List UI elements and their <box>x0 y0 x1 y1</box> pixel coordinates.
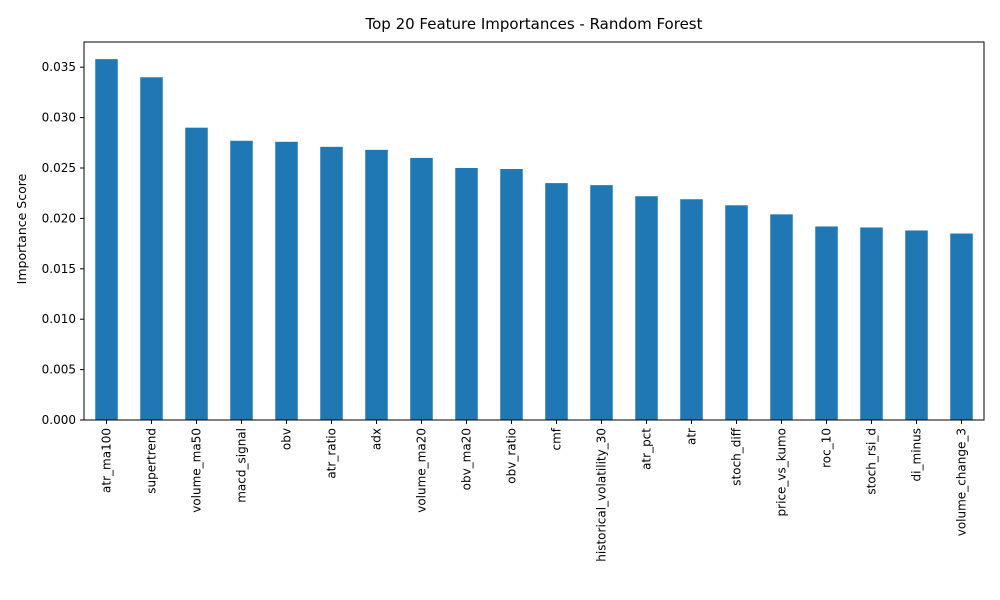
x-tick-label: obv <box>280 428 294 450</box>
x-tick-label: stoch_rsi_d <box>865 428 879 495</box>
bar-volume_ma20 <box>410 157 433 421</box>
bar-di_minus <box>905 230 928 420</box>
x-tick-label: obv_ratio <box>505 428 519 484</box>
y-tick-label: 0.010 <box>42 312 76 326</box>
chart-title: Top 20 Feature Importances - Random Fore… <box>364 15 702 33</box>
x-tick-label: atr_ma100 <box>100 428 114 493</box>
bar-roc_10 <box>815 226 838 420</box>
bar-supertrend <box>140 77 163 420</box>
y-tick-label: 0.020 <box>42 211 76 225</box>
x-tick-label: volume_ma50 <box>190 428 204 513</box>
x-tick-label: volume_change_3 <box>955 428 969 536</box>
bar-volume_ma50 <box>185 127 208 421</box>
x-tick-label: volume_ma20 <box>415 428 429 513</box>
bar-macd_signal <box>230 140 253 420</box>
bar-atr_ma100 <box>95 59 118 421</box>
x-tick-label: atr_pct <box>640 428 654 470</box>
y-axis-label: Importance Score <box>14 173 29 284</box>
x-tick-label: price_vs_kumo <box>775 428 789 516</box>
y-tick-label: 0.035 <box>42 60 76 74</box>
x-tick-label: supertrend <box>145 428 159 494</box>
bar-stoch_diff <box>725 205 748 420</box>
x-tick-label: atr_ratio <box>325 428 339 479</box>
y-tick-label: 0.030 <box>42 111 76 125</box>
bars-group <box>95 59 973 421</box>
x-tick-label: atr <box>685 428 699 445</box>
bar-adx <box>365 149 388 420</box>
bar-historical_volatility_30 <box>590 185 613 420</box>
y-axis: 0.000 0.005 0.010 0.015 0.020 0.025 0.030 0.035 <box>42 60 84 427</box>
x-tick-label: stoch_diff <box>730 427 744 485</box>
bar-obv_ratio <box>500 169 523 420</box>
x-tick-label: adx <box>370 428 384 450</box>
bar-obv_ma20 <box>455 168 478 420</box>
x-tick-label: macd_signal <box>235 428 249 503</box>
bar-atr_ratio <box>320 146 343 420</box>
x-tick-label: roc_10 <box>820 428 834 468</box>
y-tick-label: 0.005 <box>42 363 76 377</box>
bar-atr <box>680 199 703 420</box>
x-axis: atr_ma100 supertrend volume_ma50 macd_signa… <box>100 420 969 562</box>
x-tick-label: historical_volatility_30 <box>595 428 609 562</box>
bar-volume_change_3 <box>950 233 973 420</box>
y-tick-label: 0.025 <box>42 161 76 175</box>
y-tick-label: 0.015 <box>42 262 76 276</box>
bar-price_vs_kumo <box>770 214 793 420</box>
x-tick-label: di_minus <box>910 428 924 481</box>
bar-stoch_rsi_d <box>860 227 883 420</box>
plot-frame <box>83 41 985 421</box>
y-tick-label: 0.000 <box>42 413 76 427</box>
x-tick-label: obv_ma20 <box>460 428 474 490</box>
x-tick-label: cmf <box>550 427 564 450</box>
bar-cmf <box>545 183 568 420</box>
bar-atr_pct <box>635 196 658 420</box>
bar-obv <box>275 141 298 421</box>
